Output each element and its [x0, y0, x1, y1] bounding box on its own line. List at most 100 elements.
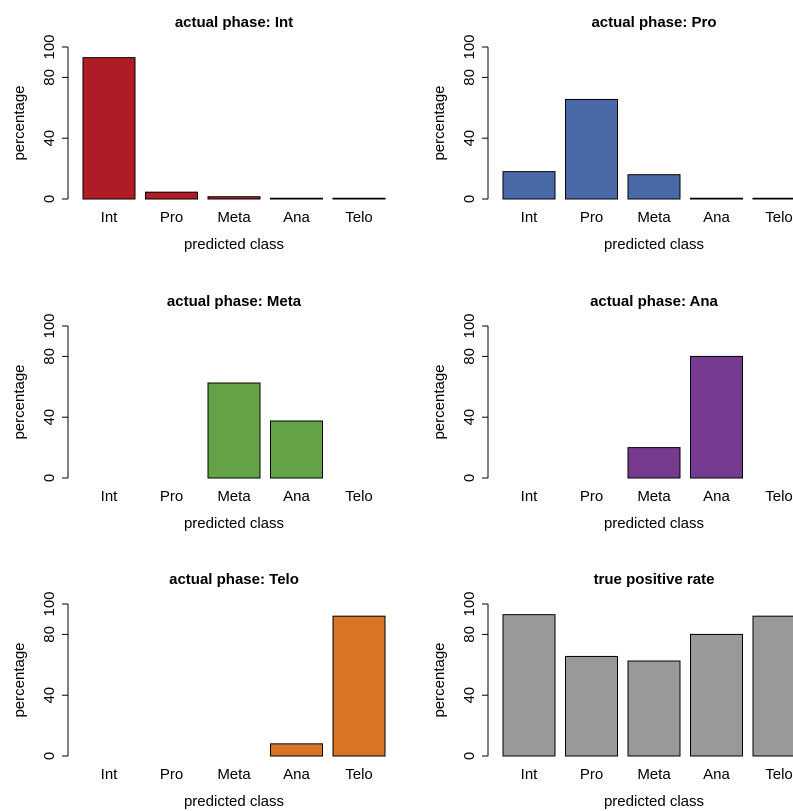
y-tick-label: 100 — [461, 34, 478, 59]
bar-ana — [270, 197, 323, 200]
y-tick-label: 40 — [461, 409, 478, 426]
x-tick-label: Pro — [580, 766, 603, 783]
y-axis-label: percentage — [431, 85, 448, 160]
bar-meta — [207, 382, 261, 479]
x-tick-label: Pro — [160, 488, 183, 505]
x-tick-label: Int — [101, 209, 119, 226]
bar-telo — [752, 197, 793, 200]
x-tick-label: Meta — [217, 766, 251, 783]
x-axis-label: predicted class — [604, 515, 704, 532]
bar-pro — [145, 191, 198, 200]
x-axis-label: predicted class — [184, 515, 284, 532]
chart-title: true positive rate — [594, 571, 715, 588]
y-tick-label: 100 — [461, 591, 478, 616]
x-tick-label: Meta — [637, 488, 671, 505]
y-tick-label: 40 — [41, 409, 58, 426]
chart-panel-2: actual phase: Meta 0 40 80 100 percentage Int P… — [11, 293, 373, 532]
bar-pro — [565, 655, 618, 757]
x-tick-label: Int — [521, 209, 539, 226]
chart-panel-1: actual phase: Pro 0 40 80 100 percentage Int Pr… — [431, 14, 793, 253]
x-axis-label: predicted class — [184, 793, 284, 810]
y-tick-label: 100 — [461, 313, 478, 338]
x-tick-label: Telo — [345, 766, 373, 783]
y-tick-label: 80 — [461, 626, 478, 643]
x-tick-label: Telo — [765, 209, 793, 226]
bar-meta — [627, 660, 681, 757]
y-tick-label: 80 — [461, 69, 478, 86]
y-tick-label: 100 — [41, 591, 58, 616]
chart-panel-4: actual phase: Telo 0 40 80 100 percentage Int P… — [11, 571, 386, 810]
x-tick-label: Int — [101, 766, 119, 783]
bar-ana — [690, 633, 743, 757]
y-tick-label: 100 — [41, 34, 58, 59]
x-tick-label: Ana — [703, 488, 730, 505]
x-tick-label: Telo — [765, 766, 793, 783]
bar-meta — [627, 447, 681, 479]
y-axis-label: percentage — [431, 642, 448, 717]
y-tick-label: 40 — [461, 130, 478, 147]
y-tick-label: 80 — [41, 626, 58, 643]
y-tick-label: 80 — [461, 348, 478, 365]
y-tick-label: 0 — [461, 195, 478, 203]
chart-title: actual phase: Pro — [591, 14, 716, 31]
y-tick-label: 0 — [461, 474, 478, 482]
y-tick-label: 80 — [41, 348, 58, 365]
y-tick-label: 0 — [41, 195, 58, 203]
x-tick-label: Ana — [703, 766, 730, 783]
chart-panel-5: true positive rate 0 40 80 100 percentage Int P… — [431, 571, 793, 810]
bar-ana — [690, 355, 743, 479]
bar-telo — [752, 615, 793, 757]
x-tick-label: Telo — [345, 488, 373, 505]
bar-ana — [270, 420, 323, 479]
y-axis-label: percentage — [431, 364, 448, 439]
y-tick-label: 40 — [461, 687, 478, 704]
y-axis-label: percentage — [11, 364, 28, 439]
bar-meta — [627, 174, 681, 200]
x-axis-label: predicted class — [184, 236, 284, 253]
chart-title: actual phase: Ana — [590, 293, 718, 310]
y-tick-label: 40 — [41, 130, 58, 147]
x-tick-label: Meta — [637, 209, 671, 226]
bar-ana — [690, 197, 743, 200]
x-tick-label: Pro — [580, 488, 603, 505]
x-tick-label: Pro — [160, 766, 183, 783]
y-axis-label: percentage — [11, 642, 28, 717]
x-tick-label: Meta — [637, 766, 671, 783]
y-axis-label: percentage — [11, 85, 28, 160]
x-tick-label: Pro — [580, 209, 603, 226]
x-tick-label: Int — [521, 488, 539, 505]
chart-panel-0: actual phase: Int 0 40 80 100 percentage Int Pr… — [11, 14, 386, 253]
chart-title: actual phase: Telo — [169, 571, 299, 588]
y-tick-label: 0 — [41, 474, 58, 482]
bar-int — [82, 57, 136, 200]
x-axis-label: predicted class — [604, 793, 704, 810]
y-tick-label: 100 — [41, 313, 58, 338]
y-tick-label: 80 — [41, 69, 58, 86]
x-axis-label: predicted class — [604, 236, 704, 253]
y-tick-label: 0 — [41, 752, 58, 760]
bar-telo — [332, 615, 386, 757]
bar-ana — [270, 743, 323, 757]
x-tick-label: Ana — [283, 209, 310, 226]
chart-title: actual phase: Int — [175, 14, 293, 31]
x-tick-label: Meta — [217, 209, 251, 226]
x-tick-label: Telo — [345, 209, 373, 226]
bar-int — [502, 171, 556, 200]
bar-int — [502, 614, 556, 757]
x-tick-label: Telo — [765, 488, 793, 505]
x-tick-label: Pro — [160, 209, 183, 226]
bar-meta — [207, 196, 261, 200]
x-tick-label: Int — [101, 488, 119, 505]
y-tick-label: 0 — [461, 752, 478, 760]
bar-pro — [565, 98, 618, 200]
chart-panel-3: actual phase: Ana 0 40 80 100 percentage Int Pr… — [431, 293, 793, 532]
y-tick-label: 40 — [41, 687, 58, 704]
x-tick-label: Ana — [703, 209, 730, 226]
x-tick-label: Int — [521, 766, 539, 783]
x-tick-label: Ana — [283, 488, 310, 505]
x-tick-label: Ana — [283, 766, 310, 783]
chart-title: actual phase: Meta — [167, 293, 302, 310]
bar-telo — [332, 197, 386, 200]
x-tick-label: Meta — [217, 488, 251, 505]
